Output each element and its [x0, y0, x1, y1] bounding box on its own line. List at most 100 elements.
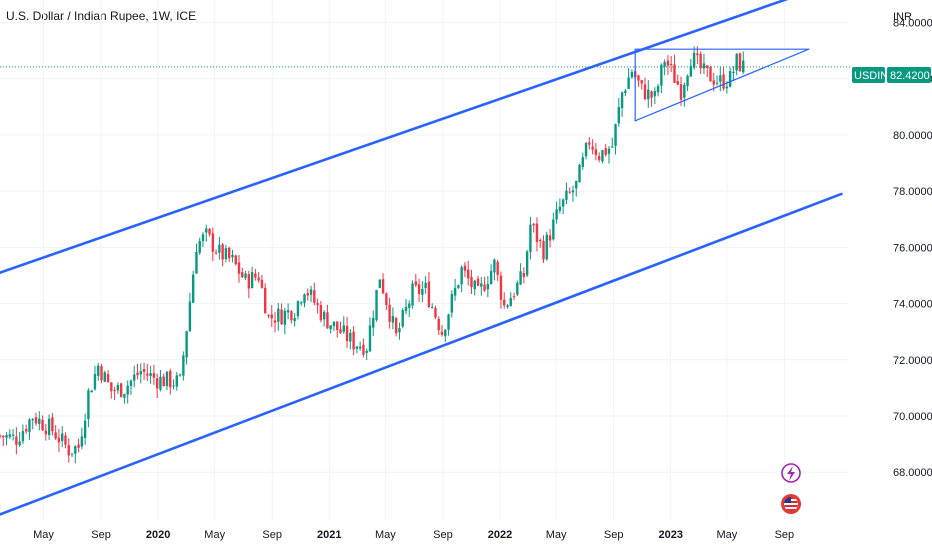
- candle-body: [453, 287, 457, 296]
- candle-body: [290, 311, 293, 321]
- candle-body: [74, 446, 77, 454]
- candle-body: [221, 244, 224, 260]
- candle-body: [0, 435, 2, 437]
- candle-body: [679, 84, 683, 100]
- candle-body: [388, 304, 391, 322]
- triangle-bottom[interactable]: [634, 48, 810, 122]
- candle-body: [653, 91, 657, 97]
- candle-body: [614, 124, 617, 146]
- candle-body: [555, 209, 558, 220]
- candle-body: [489, 270, 493, 284]
- x-axis[interactable]: May Sep 2020 May Sep 2021 May Sep 2022 May Sep 2023…: [33, 529, 794, 541]
- candle-body: [44, 430, 48, 435]
- candle-body: [503, 299, 506, 306]
- candle-body: [732, 71, 735, 74]
- candle-body: [673, 64, 676, 83]
- candle-body: [414, 281, 418, 286]
- candle-body: [283, 310, 287, 325]
- candle-body: [493, 259, 496, 273]
- candle-body: [67, 445, 70, 456]
- candle-body: [529, 224, 532, 252]
- price-badge[interactable]: USDINR 82.4200: [852, 67, 931, 83]
- y-tick-label: 70.0000: [893, 411, 932, 423]
- candle-body: [620, 92, 624, 109]
- y-tick-label: 72.0000: [893, 355, 932, 367]
- candle-body: [195, 251, 198, 274]
- candle-body: [473, 280, 476, 290]
- candle-body: [470, 276, 473, 288]
- candle-body: [647, 89, 650, 100]
- candle-body: [51, 417, 54, 432]
- channel-upper[interactable]: [0, 0, 809, 274]
- candle-body: [611, 146, 614, 148]
- candle-body: [539, 240, 542, 242]
- candle-body: [696, 53, 699, 56]
- candle-body: [548, 235, 552, 241]
- x-tick-label: Sep: [262, 529, 282, 541]
- candle-body: [11, 434, 15, 436]
- candle-body: [264, 287, 267, 314]
- candle-body: [525, 251, 529, 276]
- candle-body: [336, 321, 339, 330]
- candle-body: [365, 350, 368, 353]
- candle-body: [296, 301, 300, 317]
- x-tick-label: 2023: [658, 529, 682, 541]
- candle-body: [725, 86, 729, 89]
- lightning-icon[interactable]: [781, 463, 801, 483]
- candle-body: [172, 385, 175, 387]
- candle-body: [516, 282, 519, 295]
- candle-body: [234, 255, 237, 265]
- candle-body: [149, 373, 152, 377]
- candle-body: [309, 289, 313, 295]
- x-tick-label: Sep: [433, 529, 453, 541]
- candle-body: [742, 60, 745, 73]
- candle-body: [87, 390, 90, 420]
- trendlines[interactable]: [0, 0, 843, 516]
- channel-lower[interactable]: [0, 192, 843, 516]
- candle-body: [182, 355, 185, 376]
- candle-body: [421, 289, 424, 295]
- us-flag-icon[interactable]: [781, 494, 801, 514]
- candle-body: [2, 435, 5, 438]
- y-axis[interactable]: 68.0000 70.0000 72.0000 74.0000 76.0000 78.00…: [893, 17, 932, 479]
- candle-body: [250, 272, 254, 289]
- candle-body: [457, 285, 460, 288]
- candle-body: [185, 331, 188, 358]
- candle-body: [155, 378, 159, 389]
- candle-body: [188, 301, 192, 332]
- candle-body: [656, 86, 660, 93]
- candle-body: [637, 75, 640, 81]
- candle-body: [578, 164, 581, 183]
- candle-body: [506, 305, 509, 307]
- candle-body: [571, 190, 575, 193]
- candle-body: [61, 433, 64, 441]
- candle-body: [535, 223, 539, 242]
- candle-body: [231, 254, 234, 258]
- candle-body: [669, 64, 673, 66]
- x-tick-label: May: [716, 529, 737, 541]
- candle-body: [191, 274, 195, 303]
- candle-body: [244, 273, 247, 278]
- candle-body: [8, 434, 12, 437]
- candle-body: [77, 444, 80, 448]
- candle-body: [385, 293, 388, 306]
- candle-body: [293, 317, 296, 322]
- candle-body: [18, 441, 21, 446]
- badge-value: 82.4200: [890, 70, 930, 82]
- candle-body: [430, 306, 434, 308]
- x-tick-label: May: [33, 529, 54, 541]
- candle-body: [728, 71, 732, 87]
- candle-body: [247, 274, 251, 289]
- candle-body: [303, 294, 306, 304]
- candle-body: [224, 248, 228, 260]
- candle-body: [286, 310, 290, 313]
- candle-body: [277, 308, 280, 322]
- candle-body: [316, 303, 319, 306]
- x-tick-label: Sep: [775, 529, 795, 541]
- candle-body: [706, 65, 709, 68]
- candle-body: [450, 294, 454, 313]
- candle-body: [467, 269, 470, 279]
- candle-body: [306, 292, 309, 296]
- candle-body: [113, 390, 116, 392]
